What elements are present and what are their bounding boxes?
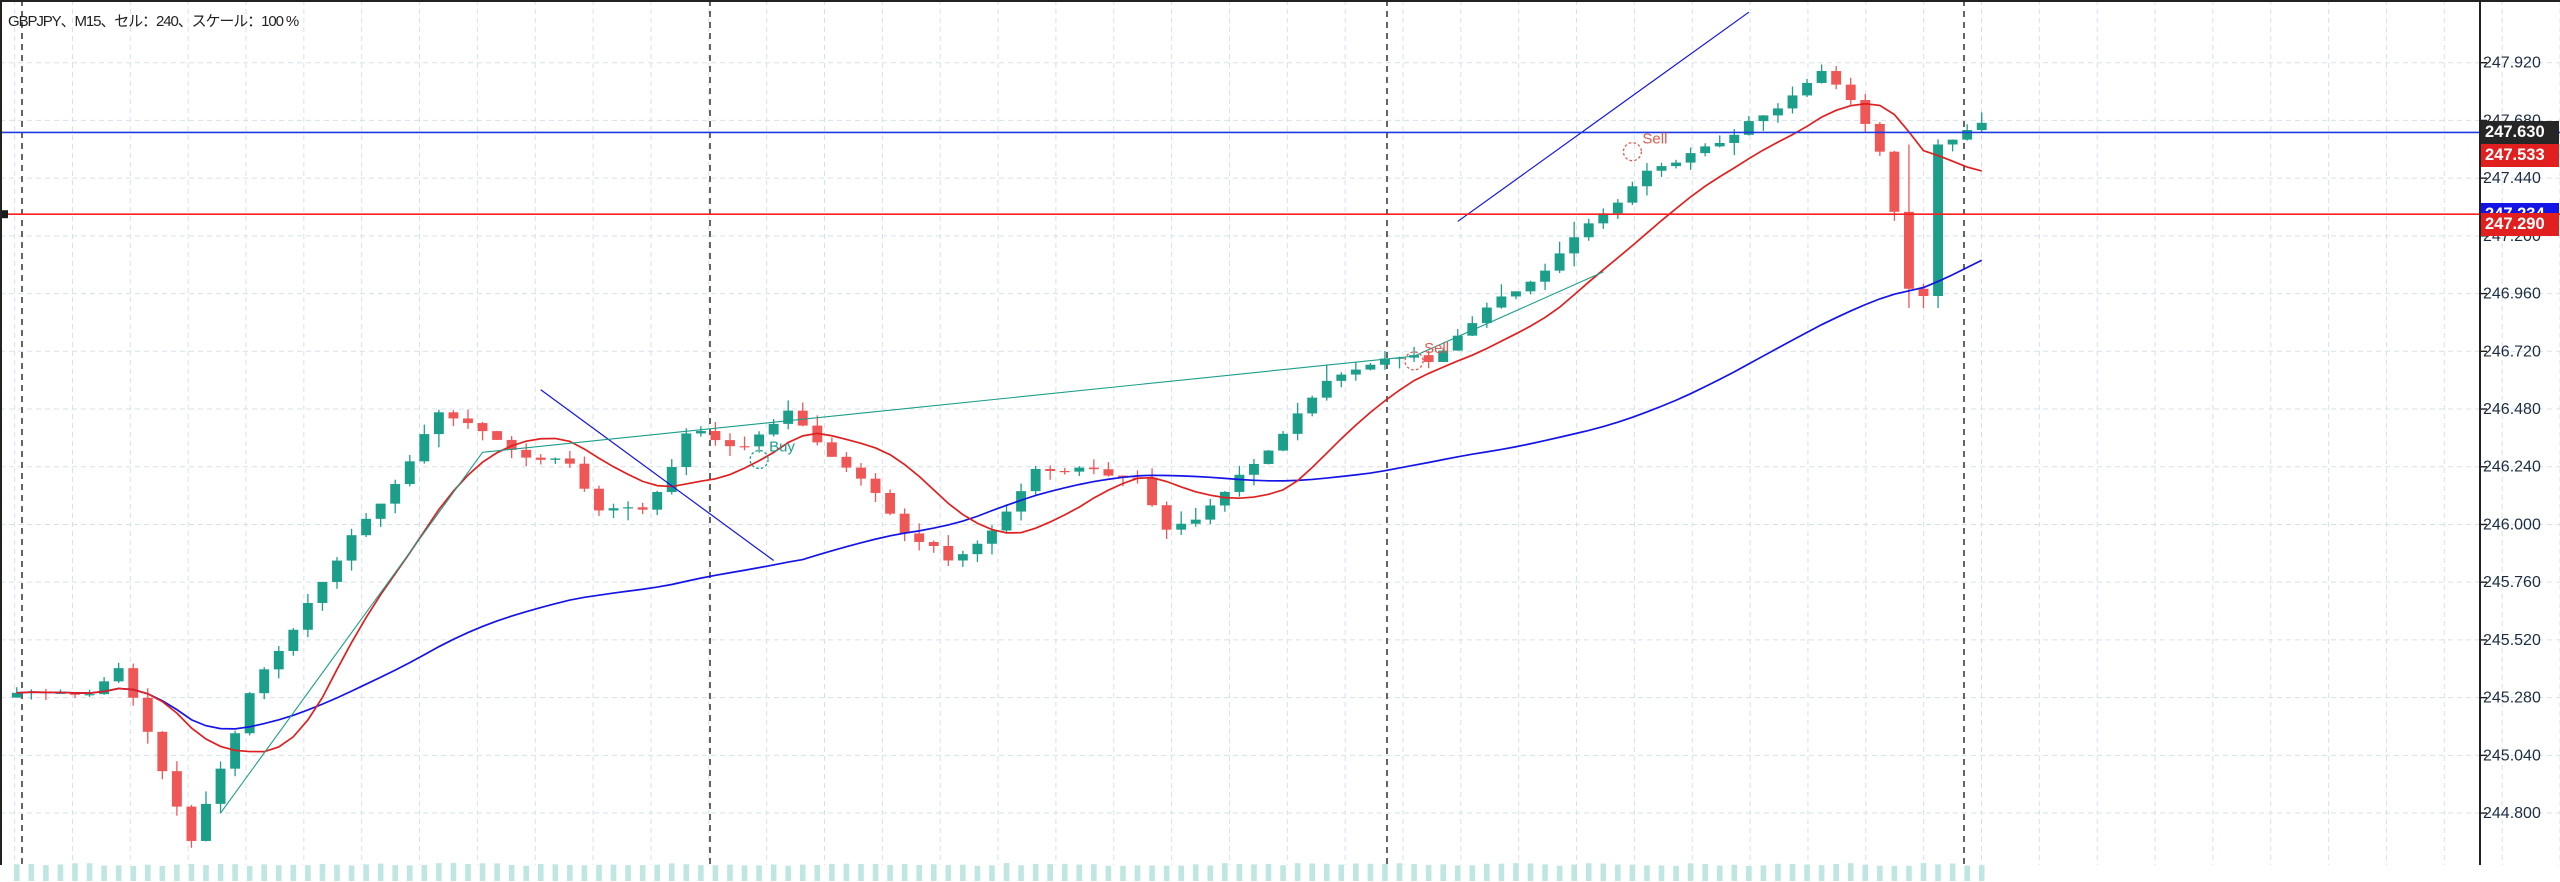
svg-text:245.280: 245.280 [2483, 690, 2541, 707]
svg-text:Sell: Sell [1642, 131, 1667, 148]
svg-text:245.040: 245.040 [2483, 747, 2541, 764]
svg-text:245.760: 245.760 [2483, 574, 2541, 591]
svg-text:Sell: Sell [1424, 340, 1449, 357]
svg-text:244.800: 244.800 [2483, 805, 2541, 822]
svg-text:247.920: 247.920 [2483, 55, 2541, 72]
svg-text:247.440: 247.440 [2483, 170, 2541, 187]
svg-text:246.240: 246.240 [2483, 459, 2541, 476]
svg-text:246.480: 246.480 [2483, 401, 2541, 418]
svg-text:245.520: 245.520 [2483, 632, 2541, 649]
svg-text:Buy: Buy [769, 439, 795, 456]
svg-text:246.960: 246.960 [2483, 286, 2541, 303]
svg-text:246.720: 246.720 [2483, 343, 2541, 360]
svg-text:246.000: 246.000 [2483, 516, 2541, 533]
